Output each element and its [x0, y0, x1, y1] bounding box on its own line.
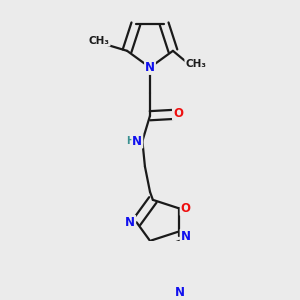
Text: CH₃: CH₃ [185, 58, 206, 68]
Text: N: N [132, 135, 142, 148]
Text: N: N [145, 61, 155, 74]
Text: O: O [181, 202, 190, 215]
Text: N: N [125, 216, 135, 229]
Text: H: H [126, 136, 134, 146]
Text: CH₃: CH₃ [89, 36, 110, 46]
Text: O: O [173, 107, 183, 120]
Text: N: N [175, 286, 185, 299]
Text: N: N [181, 230, 190, 243]
